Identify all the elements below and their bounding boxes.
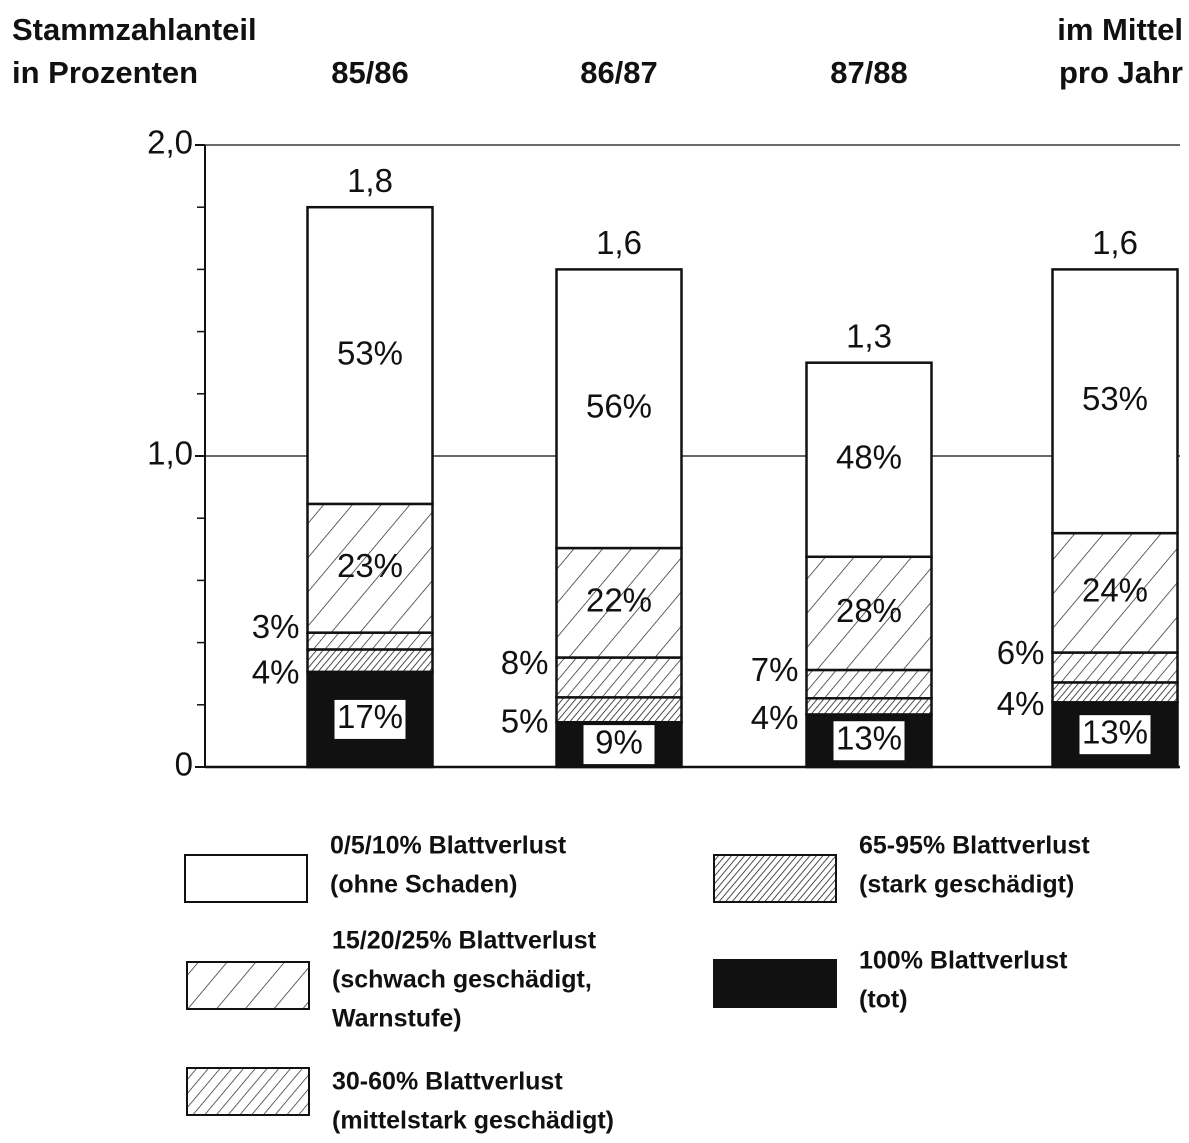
total-label: 1,6 bbox=[1092, 224, 1138, 261]
x-category-label: 85/86 bbox=[331, 55, 409, 90]
bar-segment bbox=[306, 205, 434, 506]
legend-label: (tot) bbox=[859, 986, 908, 1014]
segment-label: 5% bbox=[501, 702, 549, 739]
label-box bbox=[1078, 714, 1152, 756]
segment-label: 13% bbox=[836, 719, 902, 756]
y-tick-label: 0 bbox=[175, 746, 193, 783]
segment-label: 8% bbox=[501, 644, 549, 681]
x-category-label: 87/88 bbox=[830, 55, 908, 90]
bar-segment bbox=[1051, 681, 1179, 704]
legend-swatch bbox=[184, 854, 308, 903]
segment-label: 7% bbox=[751, 651, 799, 688]
bar-segment bbox=[1051, 531, 1179, 654]
bar-segment bbox=[805, 555, 933, 672]
bar-segment bbox=[555, 268, 683, 550]
legend-label: (stark geschädigt) bbox=[859, 871, 1074, 899]
legend-swatch bbox=[186, 1067, 310, 1116]
label-box bbox=[832, 720, 906, 762]
legend-label: 0/5/10% Blattverlust bbox=[330, 832, 567, 860]
segment-label: 48% bbox=[836, 438, 902, 475]
label-box bbox=[333, 698, 407, 740]
y-tick-label: 1,0 bbox=[147, 435, 193, 472]
bar-segment bbox=[805, 361, 933, 559]
legend-swatch bbox=[186, 961, 310, 1010]
segment-label: 9% bbox=[595, 723, 643, 760]
segment-label: 24% bbox=[1082, 572, 1148, 609]
bar-segment bbox=[306, 648, 434, 674]
segment-label: 13% bbox=[1082, 713, 1148, 750]
legend-label: 15/20/25% Blattverlust bbox=[332, 927, 597, 955]
bar-segment bbox=[1051, 651, 1179, 684]
segment-label: 3% bbox=[252, 608, 300, 645]
bar-segment bbox=[555, 696, 683, 724]
segment-label: 23% bbox=[337, 547, 403, 584]
y-axis-label: Stammzahlanteil bbox=[12, 12, 257, 47]
y-tick-label: 2,0 bbox=[147, 124, 193, 161]
segment-label: 4% bbox=[252, 653, 300, 690]
x-category-label: im Mittel bbox=[1057, 12, 1183, 47]
legend-label: 100% Blattverlust bbox=[859, 947, 1068, 975]
legend-label: (mittelstark geschädigt) bbox=[332, 1107, 614, 1135]
legend-label: (ohne Schaden) bbox=[330, 871, 518, 899]
legend-label: 30-60% Blattverlust bbox=[332, 1068, 563, 1096]
label-box bbox=[582, 724, 656, 766]
segment-label: 22% bbox=[586, 582, 652, 619]
bar-segment bbox=[805, 668, 933, 700]
bar-segment bbox=[805, 697, 933, 716]
bar-segment bbox=[306, 631, 434, 651]
total-label: 1,6 bbox=[596, 224, 642, 261]
x-category-label: pro Jahr bbox=[1059, 55, 1183, 90]
segment-label: 4% bbox=[997, 685, 1045, 722]
segment-label: 28% bbox=[836, 592, 902, 629]
bar-segment bbox=[555, 656, 683, 699]
y-axis-label: in Prozenten bbox=[12, 55, 198, 90]
x-category-label: 86/87 bbox=[580, 55, 658, 90]
legend-label: (schwach geschädigt, bbox=[332, 966, 592, 994]
segment-label: 4% bbox=[751, 699, 799, 736]
segment-label: 53% bbox=[337, 334, 403, 371]
total-label: 1,3 bbox=[846, 317, 892, 354]
legend-swatch bbox=[713, 854, 837, 903]
legend-swatch bbox=[713, 959, 837, 1008]
total-label: 1,8 bbox=[347, 162, 393, 199]
legend-label: Warnstufe) bbox=[332, 1005, 462, 1033]
segment-label: 53% bbox=[1082, 380, 1148, 417]
legend-label: 65-95% Blattverlust bbox=[859, 832, 1090, 860]
segment-label: 56% bbox=[586, 387, 652, 424]
segment-label: 6% bbox=[997, 634, 1045, 671]
segment-label: 17% bbox=[337, 698, 403, 735]
bar-segment bbox=[1051, 268, 1179, 535]
bar-segment bbox=[306, 502, 434, 634]
